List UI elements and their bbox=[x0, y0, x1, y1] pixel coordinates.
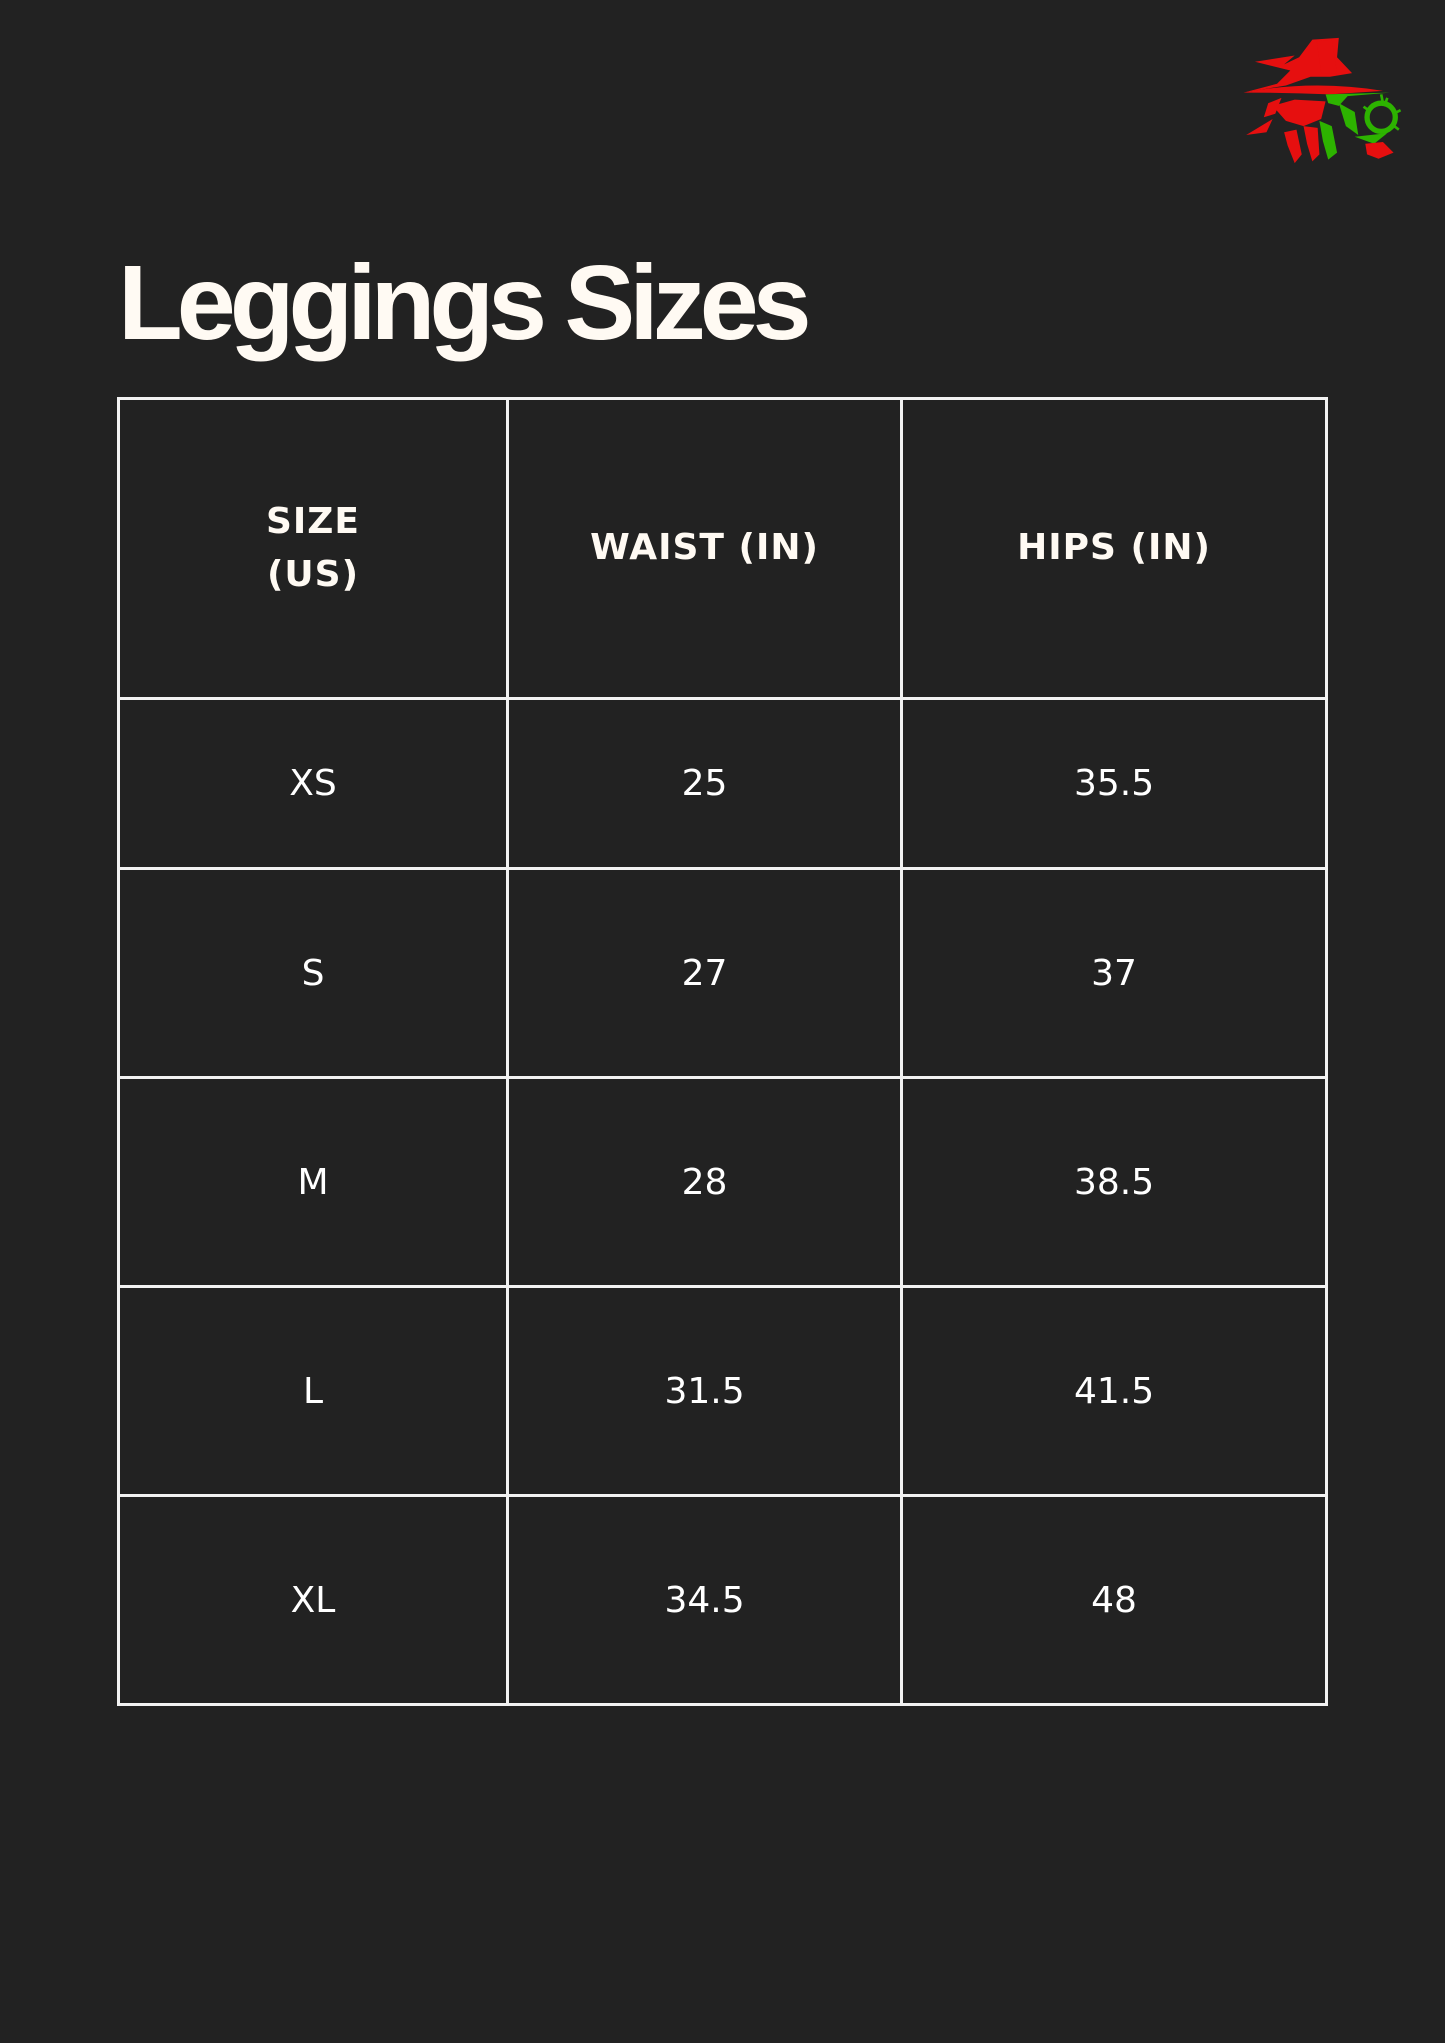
header-size: SIZE (US) bbox=[117, 397, 509, 700]
page-title: Leggings Sizes bbox=[118, 244, 812, 362]
table-header-row: SIZE (US) WAIST (IN) HIPS (IN) bbox=[117, 397, 1328, 700]
cell-waist: 34.5 bbox=[505, 1494, 904, 1706]
header-hips: HIPS (IN) bbox=[900, 397, 1328, 700]
header-waist: WAIST (IN) bbox=[505, 397, 904, 700]
table-row: XL 34.5 48 bbox=[117, 1494, 1328, 1706]
cell-waist: 28 bbox=[505, 1076, 904, 1288]
cell-size: XS bbox=[117, 697, 509, 870]
table-row: S 27 37 bbox=[117, 867, 1328, 1079]
cell-size: XL bbox=[117, 1494, 509, 1706]
cell-hips: 37 bbox=[900, 867, 1328, 1079]
cell-waist: 27 bbox=[505, 867, 904, 1079]
cell-hips: 48 bbox=[900, 1494, 1328, 1706]
size-chart-table: SIZE (US) WAIST (IN) HIPS (IN) XS 25 35.… bbox=[117, 397, 1328, 1706]
header-size-line-1: SIZE bbox=[265, 501, 360, 543]
table-row: L 31.5 41.5 bbox=[117, 1285, 1328, 1497]
table-row: M 28 38.5 bbox=[117, 1076, 1328, 1288]
cell-hips: 41.5 bbox=[900, 1285, 1328, 1497]
cell-waist: 31.5 bbox=[505, 1285, 904, 1497]
cell-hips: 38.5 bbox=[900, 1076, 1328, 1288]
cell-size: M bbox=[117, 1076, 509, 1288]
cell-waist: 25 bbox=[505, 697, 904, 870]
wizard-logo-icon bbox=[1243, 37, 1402, 164]
cell-size: S bbox=[117, 867, 509, 1079]
header-size-line-2: (US) bbox=[266, 553, 360, 595]
cell-hips: 35.5 bbox=[900, 697, 1328, 870]
cell-size: L bbox=[117, 1285, 509, 1497]
table-row: XS 25 35.5 bbox=[117, 697, 1328, 870]
